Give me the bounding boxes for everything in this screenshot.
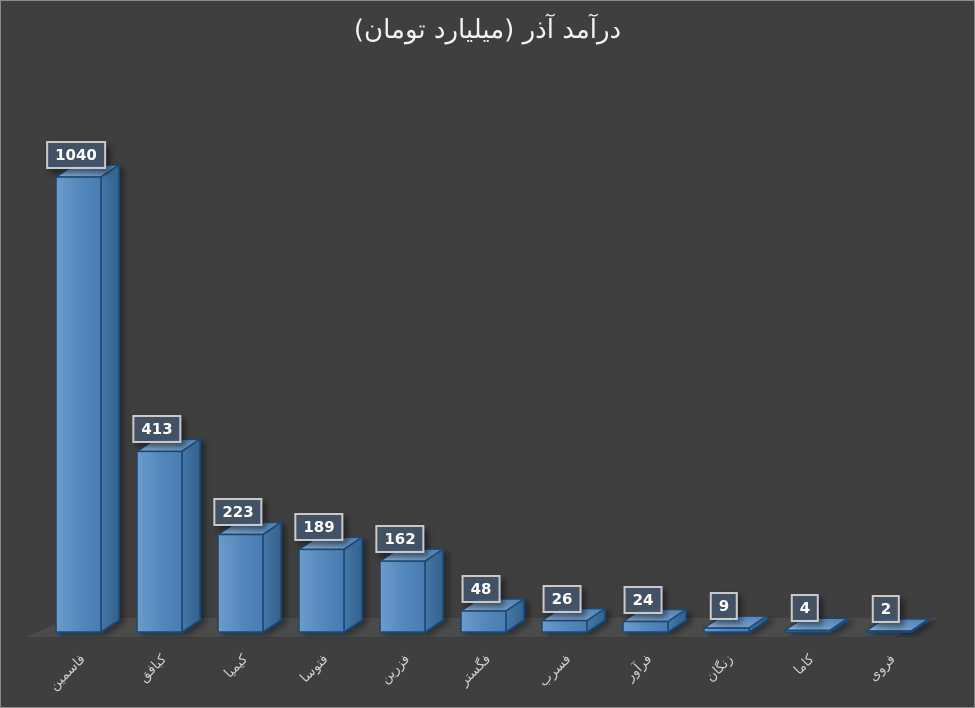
bar-1 — [136, 438, 201, 633]
value-label-9: 4 — [790, 594, 820, 623]
bar-5 — [460, 598, 525, 633]
bar-3 — [298, 536, 363, 633]
chart-title: درآمد آذر (میلیارد تومان) — [353, 15, 622, 45]
value-label-1: 413 — [132, 415, 182, 444]
value-label-0: 1040 — [46, 141, 106, 169]
value-label-6: 26 — [542, 584, 582, 613]
bar-0 — [55, 164, 120, 633]
value-label-3: 189 — [294, 513, 344, 542]
value-label-8: 9 — [709, 592, 739, 621]
value-label-7: 24 — [623, 585, 663, 614]
value-label-4: 162 — [375, 525, 425, 554]
value-label-2: 223 — [213, 498, 263, 527]
bar-2 — [217, 521, 282, 633]
value-label-10: 2 — [871, 595, 901, 623]
bar-4 — [379, 548, 444, 633]
value-label-5: 48 — [461, 575, 501, 603]
